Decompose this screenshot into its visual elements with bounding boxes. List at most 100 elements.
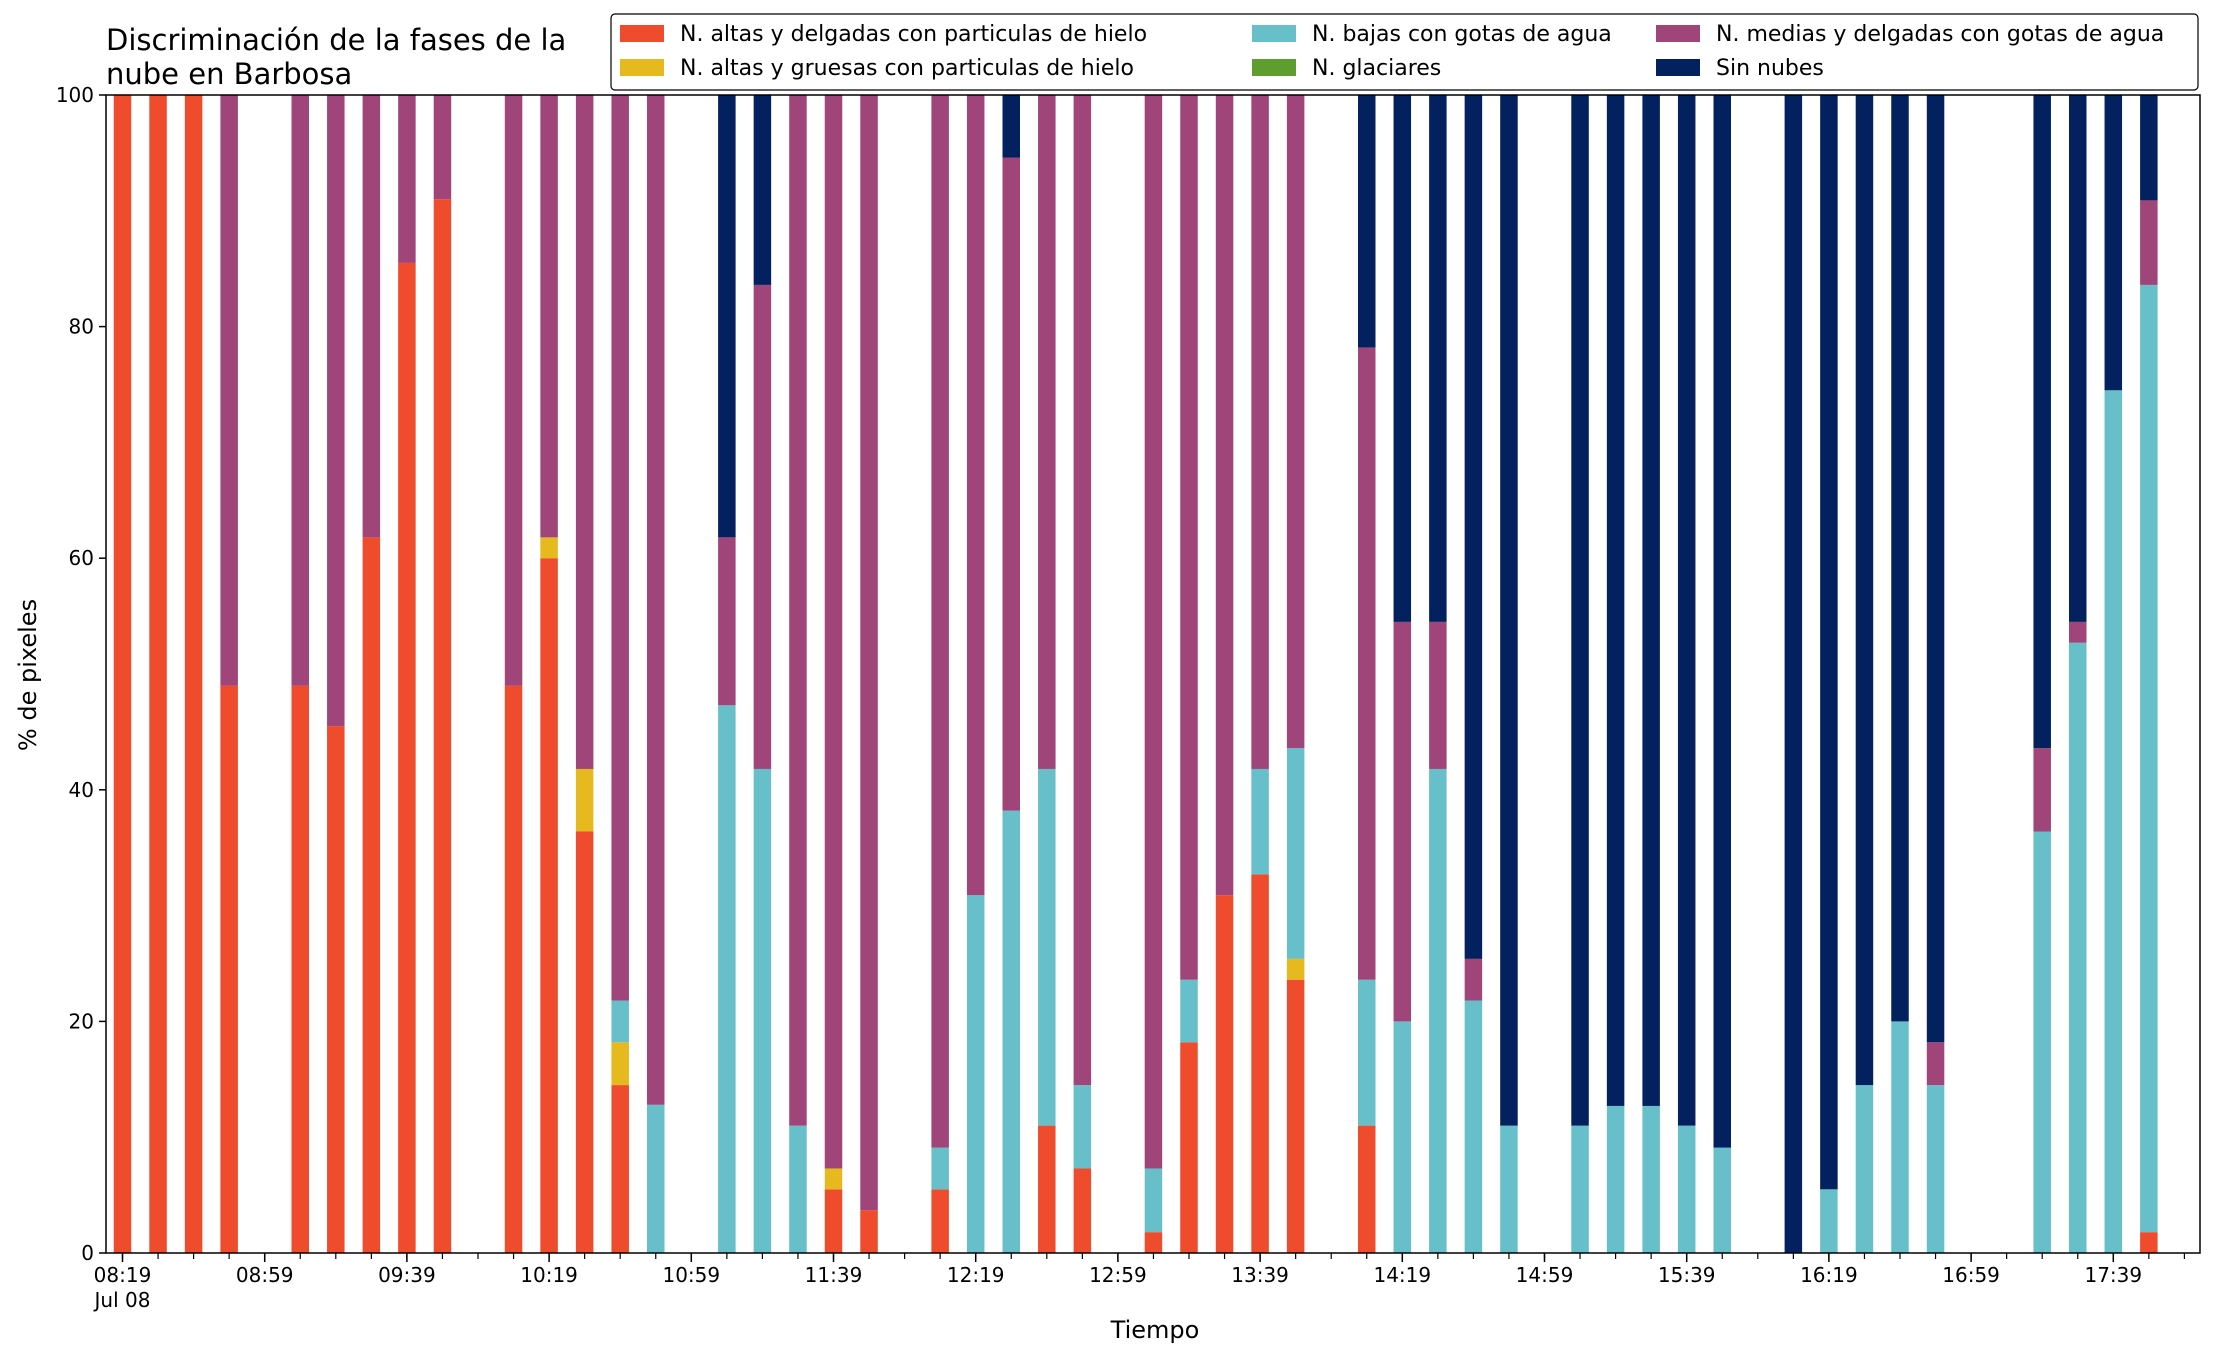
bar-segment-bajas_agua [647,1104,665,1253]
bar-segment-sin_nubes [753,95,772,285]
x-tick-label: 16:19 [1800,1263,1858,1287]
legend-swatch-glaciares [1252,59,1296,76]
bar-segment-bajas_agua [1251,768,1269,875]
bar-segment-hielo_delgadas [113,95,132,1253]
bar-segment-bajas_agua [1144,1168,1163,1233]
bar-segment-sin_nubes [1002,95,1020,158]
bar-segment-bajas_agua [1642,1105,1660,1253]
x-tick-label: 09:39 [378,1263,436,1287]
bar-segment-bajas_agua [1606,1105,1625,1253]
bar-segment-medias_agua [931,95,949,1148]
y-axis-title: % de pixeles [14,599,42,751]
bar-segment-hielo_delgadas [184,95,203,1253]
bar-segment-sin_nubes [1784,95,1803,1253]
chart-title-line-1: Discriminación de la fases de la [106,23,566,57]
bar-segment-hielo_delgadas [149,95,167,1253]
x-tick-label: 16:59 [1942,1263,2000,1287]
x-axis-title: Tiempo [1110,1316,1200,1344]
x-tick-label: 08:59 [236,1263,294,1287]
bar-segment-hielo_delgadas [1180,1042,1198,1253]
chart-title-line-2: nube en Barbosa [106,57,352,91]
bar-segment-hielo_delgadas [931,1189,949,1253]
plot-frame [105,94,2201,1254]
bar-segment-hielo_gruesas [824,1168,843,1190]
bar-segment-hielo_delgadas [1215,895,1234,1253]
bar-segment-sin_nubes [1358,95,1376,348]
bar-segment-hielo_delgadas [433,199,452,1254]
bar-segment-sin_nubes [718,95,736,538]
bar-segment-medias_agua [824,95,843,1169]
bar-segment-bajas_agua [1180,979,1198,1043]
bar-segment-bajas_agua [1393,1021,1412,1253]
bar-segment-medias_agua [1002,157,1020,811]
bar-segment-bajas_agua [1571,1125,1589,1253]
x-tick-label: 14:59 [1516,1263,1574,1287]
bar-segment-hielo_gruesas [540,537,558,559]
legend-swatch-bajas_agua [1252,25,1296,42]
bar-segment-medias_agua [1464,958,1483,1001]
bar-segment-bajas_agua [1891,1021,1909,1253]
bar-segment-bajas_agua [1820,1189,1838,1253]
x-tick-label: 17:39 [2084,1263,2142,1287]
bar-segment-medias_agua [1358,347,1376,980]
legend-swatch-hielo_gruesas [620,59,664,76]
legend-frame [610,13,2199,91]
legend-swatch-sin_nubes [1656,59,1700,76]
bar-segment-sin_nubes [1820,95,1838,1190]
bar-segment-hielo_delgadas [860,1210,878,1253]
bar-segment-medias_agua [291,95,309,686]
bar-segment-bajas_agua [789,1125,807,1253]
bar-segment-hielo_delgadas [504,685,523,1253]
legend-label-sin_nubes: Sin nubes [1716,56,1824,81]
x-tick-label: 15:39 [1658,1263,1716,1287]
y-tick-label: 40 [69,778,94,802]
x-tick-label: 12:19 [947,1263,1005,1287]
bar-segment-medias_agua [1429,621,1447,769]
bar-segment-bajas_agua [1677,1125,1696,1253]
bar-segment-bajas_agua [1855,1085,1874,1253]
y-tick-label: 20 [69,1009,94,1033]
bar-segment-sin_nubes [1891,95,1909,1022]
legend-label-medias_agua: N. medias y delgadas con gotas de agua [1716,22,2164,47]
y-tick-label: 100 [56,83,94,107]
x-tick-label: 11:39 [805,1263,863,1287]
bar-segment-hielo_delgadas [575,831,594,1253]
bar-segment-bajas_agua [1464,1000,1483,1253]
bar-segment-bajas_agua [1002,810,1020,1253]
legend: N. altas y delgadas con particulas de hi… [610,13,2199,91]
bar-segment-bajas_agua [1073,1085,1092,1169]
bar-segment-hielo_delgadas [398,262,416,1253]
bar-segment-medias_agua [966,95,985,896]
bar-segment-sin_nubes [1713,95,1731,1148]
bar-segment-medias_agua [1286,95,1305,749]
bar-segment-hielo_delgadas [824,1189,843,1253]
bar-segment-medias_agua [2033,748,2051,832]
bar-segment-medias_agua [1144,95,1163,1169]
bar-segment-medias_agua [718,537,736,706]
bar-segment-bajas_agua [2140,284,2158,1233]
bar-segment-sin_nubes [2140,95,2158,201]
bar-segment-medias_agua [575,95,594,769]
bar-segment-medias_agua [611,95,629,1001]
bar-segment-medias_agua [1215,95,1234,896]
x-tick-label: 08:19 [94,1263,152,1287]
bar-segment-bajas_agua [1429,768,1447,1253]
x-tick-label: 12:59 [1089,1263,1147,1287]
y-tick-label: 0 [81,1241,94,1265]
bar-segment-medias_agua [1926,1042,1945,1086]
bar-segment-bajas_agua [2069,642,2087,1253]
x-tick-sublabel: Jul 08 [93,1288,151,1312]
bar-segment-medias_agua [327,95,345,727]
bar-segment-bajas_agua [2033,831,2051,1253]
bar-segment-sin_nubes [2104,95,2123,391]
bar-segment-sin_nubes [1606,95,1625,1106]
bar-segment-hielo_delgadas [1358,1125,1376,1253]
bar-segment-hielo_delgadas [1073,1168,1092,1253]
bar-segment-bajas_agua [1038,768,1056,1126]
legend-label-bajas_agua: N. bajas con gotas de agua [1312,22,1612,47]
bar-segment-medias_agua [1038,95,1056,769]
bar-segment-medias_agua [789,95,807,1126]
bar-segment-hielo_delgadas [2140,1232,2158,1253]
